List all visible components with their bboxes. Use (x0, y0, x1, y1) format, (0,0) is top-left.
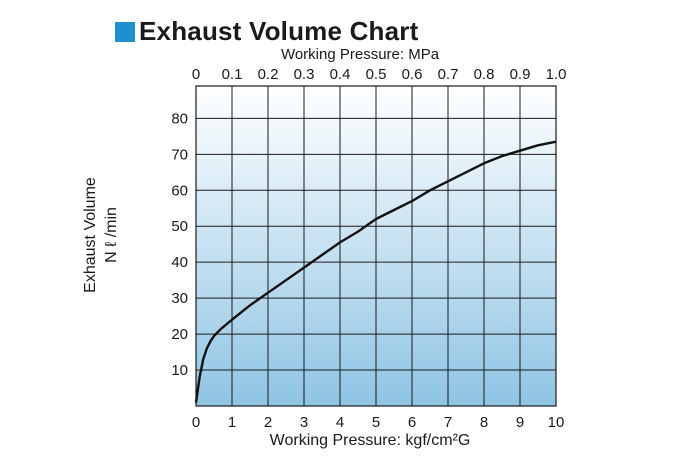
grid-lines (196, 86, 556, 406)
x-tick-label: 0 (192, 414, 200, 431)
chart-title-block: Exhaust Volume Chart (115, 16, 418, 47)
chart-title: Exhaust Volume Chart (139, 16, 419, 46)
x-tick-label: 1 (228, 414, 236, 431)
x2-tick-label: 0.6 (402, 66, 423, 83)
y-axis-label: Exhaust Volume N ℓ /min (80, 177, 122, 293)
x-tick-label: 8 (480, 414, 488, 431)
x2-tick-label: 0.1 (222, 66, 243, 83)
x2-tick-label: 0.8 (474, 66, 495, 83)
x2-tick-label: 0.9 (510, 66, 531, 83)
x2-tick-label: 0 (192, 66, 200, 83)
y-tick-label: 80 (171, 110, 188, 127)
x-tick-labels: 0 1 2 3 4 5 6 7 8 9 10 (192, 414, 565, 431)
top-axis-label: Working Pressure: MPa (280, 46, 440, 63)
x-tick-label: 5 (372, 414, 380, 431)
y-tick-label: 50 (171, 218, 188, 235)
x2-tick-labels: 0 0.1 0.2 0.3 0.4 0.5 0.6 0.7 0.8 0.9 1.0 (192, 66, 567, 83)
series-line-exhaust-volume (194, 140, 557, 403)
x-tick-label: 10 (548, 414, 565, 431)
x2-tick-label: 0.3 (294, 66, 315, 83)
x2-tick-label: 0.7 (438, 66, 459, 83)
y-tick-label: 30 (171, 290, 188, 307)
y-axis-label-line-1: Exhaust Volume (82, 177, 99, 293)
y-tick-label: 70 (171, 146, 188, 163)
x2-tick-label: 0.5 (366, 66, 387, 83)
y-tick-label: 10 (171, 362, 188, 379)
x-tick-label: 2 (264, 414, 272, 431)
bottom-axis-label: Working Pressure: kgf/cm²G (269, 432, 471, 449)
y-tick-labels: 10 20 30 40 50 60 70 80 (171, 110, 188, 379)
x-tick-label: 4 (336, 414, 344, 431)
x2-tick-label: 0.4 (330, 66, 351, 83)
y-tick-label: 40 (171, 254, 188, 271)
x2-tick-label: 1.0 (546, 66, 567, 83)
y-axis-label-line-2: N ℓ /min (103, 207, 120, 263)
x-tick-label: 6 (408, 414, 416, 431)
x-tick-label: 7 (444, 414, 452, 431)
y-tick-label: 20 (171, 326, 188, 343)
x2-tick-label: 0.2 (258, 66, 279, 83)
y-tick-label: 60 (171, 182, 188, 199)
x-tick-label: 9 (516, 414, 524, 431)
title-square-icon (115, 21, 135, 42)
x-tick-label: 3 (300, 414, 308, 431)
